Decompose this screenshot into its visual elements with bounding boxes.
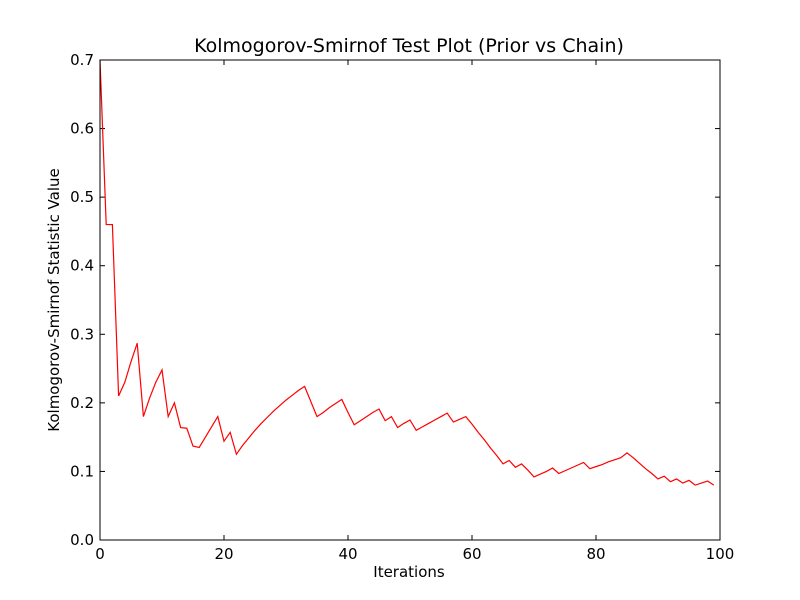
chart-title: Kolmogorov-Smirnof Test Plot (Prior vs C… <box>194 35 624 57</box>
y-axis-label: Kolmogorov-Smirnof Statistic Value <box>45 168 63 431</box>
x-tick-label: 20 <box>214 545 233 563</box>
y-tick-label: 0.6 <box>70 120 94 138</box>
x-tick-label: 80 <box>586 545 605 563</box>
y-tick-label: 0.2 <box>70 394 94 412</box>
x-tick-label: 0 <box>95 545 105 563</box>
x-tick-label: 60 <box>462 545 481 563</box>
tick-group: 0 20 40 60 80 100 0.0 0.1 0.2 0.3 0.4 0.5 0.6 0.7 <box>70 51 734 563</box>
y-tick-label: 0.1 <box>70 462 94 480</box>
y-tick-label: 0.7 <box>70 51 94 69</box>
y-tick-label: 0.5 <box>70 188 94 206</box>
y-tick-label: 0.3 <box>70 325 94 343</box>
x-tick-label: 100 <box>706 545 735 563</box>
series-line <box>99 59 715 486</box>
plot-area <box>99 59 715 486</box>
y-tick-label: 0.4 <box>70 257 94 275</box>
x-axis-label: Iterations <box>373 563 445 581</box>
axes-frame <box>99 59 721 541</box>
x-tick-label: 40 <box>338 545 357 563</box>
y-tick-label: 0.0 <box>70 531 94 549</box>
